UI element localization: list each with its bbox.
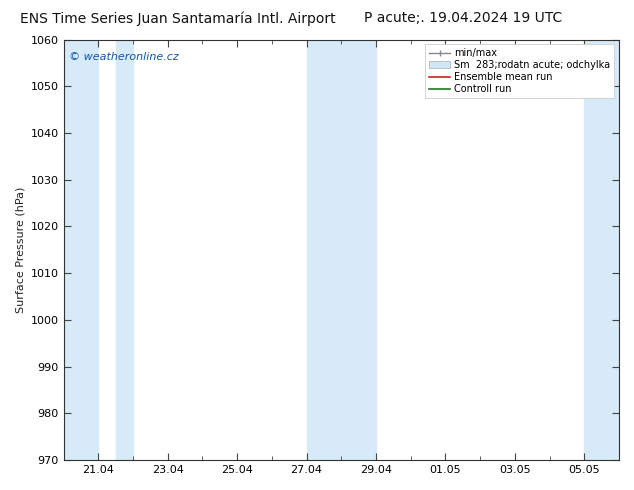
Bar bbox=[63, 40, 98, 460]
Bar bbox=[307, 40, 376, 460]
Y-axis label: Surface Pressure (hPa): Surface Pressure (hPa) bbox=[15, 187, 25, 313]
Bar bbox=[585, 40, 619, 460]
Text: P acute;. 19.04.2024 19 UTC: P acute;. 19.04.2024 19 UTC bbox=[364, 11, 562, 25]
Text: © weatheronline.cz: © weatheronline.cz bbox=[69, 52, 179, 62]
Legend: min/max, Sm  283;rodatn acute; odchylka, Ensemble mean run, Controll run: min/max, Sm 283;rodatn acute; odchylka, … bbox=[425, 45, 614, 98]
Text: ENS Time Series Juan Santamaría Intl. Airport: ENS Time Series Juan Santamaría Intl. Ai… bbox=[20, 11, 335, 26]
Bar bbox=[115, 40, 133, 460]
